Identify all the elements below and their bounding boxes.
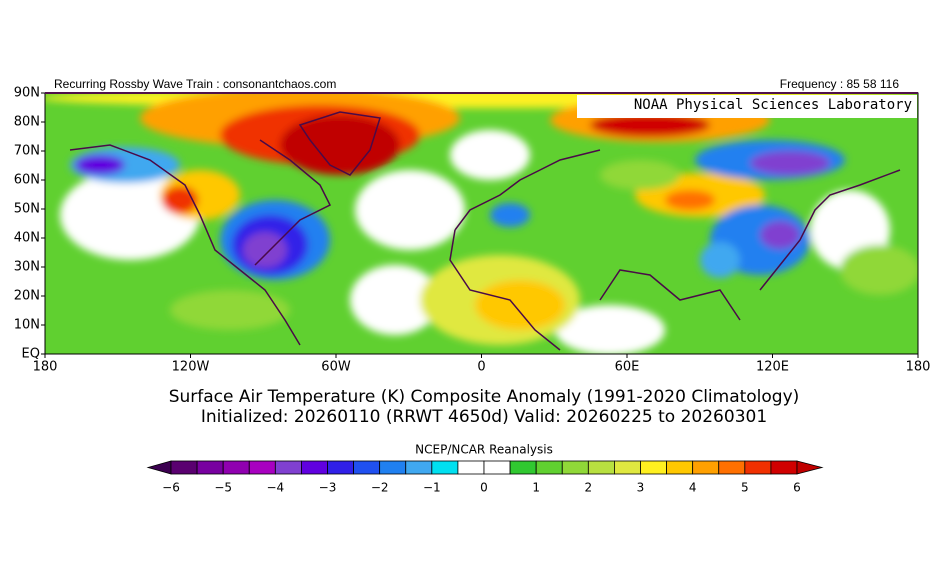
colorbar-label: −3 [319, 481, 337, 495]
colorbar-box [509, 460, 537, 475]
colorbar-box [587, 460, 615, 475]
colorbar-box [301, 460, 328, 475]
colorbar-box [561, 460, 589, 475]
anomaly-region [350, 265, 440, 335]
lon-label: 180 [33, 360, 58, 375]
colorbar-box [170, 460, 198, 475]
colorbar-label: 2 [585, 481, 593, 495]
lat-label: 80N [14, 115, 40, 130]
lon-label: 0 [477, 360, 485, 375]
colorbar-box [666, 460, 694, 475]
anomaly-region [75, 155, 125, 175]
lat-label: 60N [14, 173, 40, 188]
map-field [45, 93, 918, 354]
colorbar-box [692, 460, 720, 475]
anomaly-shading [45, 93, 918, 354]
anomaly-region [475, 280, 565, 330]
colorbar-box [353, 460, 381, 475]
anomaly-region [280, 115, 400, 175]
colorbar-label: 5 [741, 481, 749, 495]
lab-box [577, 95, 917, 118]
colorbar-box [457, 460, 485, 475]
colorbar-box [405, 460, 433, 475]
anomaly-region [600, 160, 680, 190]
lat-label: 10N [14, 318, 40, 333]
anomaly-region [450, 130, 530, 180]
colorbar-box [483, 460, 511, 475]
title-line-2: Initialized: 20260110 (RRWT 4650d) Valid… [201, 407, 767, 427]
colorbar-box [718, 460, 746, 475]
title-line-1: Surface Air Temperature (K) Composite An… [169, 387, 800, 407]
anomaly-region [590, 113, 710, 137]
lon-label: 120W [172, 360, 210, 375]
header-right: Frequency : 85 58 116 [780, 77, 900, 91]
anomaly-region [555, 305, 665, 354]
colorbar-box [248, 460, 276, 475]
colorbar-label: −5 [214, 481, 232, 495]
colorbar-label: 3 [637, 481, 645, 495]
lat-label: 40N [14, 231, 40, 246]
colorbar-end-high [796, 460, 824, 475]
colorbar-label: −4 [266, 481, 284, 495]
colorbar-label: −6 [162, 481, 180, 495]
lat-label: 20N [14, 289, 40, 304]
colorbar-box [196, 460, 224, 475]
coastline [254, 139, 332, 266]
lon-label: 180 [906, 360, 930, 375]
coastline [454, 149, 601, 231]
colorbar-label: 1 [532, 481, 540, 495]
colorbar-title: NCEP/NCAR Reanalysis [415, 443, 553, 457]
colorbar-label: 6 [793, 481, 801, 495]
colorbar-box [640, 460, 667, 475]
colorbar-box [274, 460, 302, 475]
coastline [449, 229, 561, 351]
lat-label: 30N [14, 260, 40, 275]
anomaly-region [700, 242, 740, 278]
coastline [69, 144, 301, 346]
colorbar-end-low [146, 460, 172, 475]
colorbar-box [327, 460, 354, 475]
lab-name: NOAA Physical Sciences Laboratory [634, 97, 912, 113]
anomaly-region [170, 290, 290, 330]
colorbar-label: −2 [371, 481, 389, 495]
lat-label: 70N [14, 144, 40, 159]
colorbar-label: −1 [423, 481, 441, 495]
colorbar-label: 0 [480, 481, 488, 495]
anomaly-region [760, 221, 800, 249]
colorbar-box [744, 460, 772, 475]
anomaly-region [840, 245, 918, 295]
anomaly-region [750, 151, 830, 175]
colorbar-box [222, 460, 250, 475]
lon-label: 60W [321, 360, 351, 375]
lat-label: 90N [14, 86, 40, 101]
colorbar-label: 4 [689, 481, 697, 495]
colorbar-box [535, 460, 563, 475]
header-left: Recurring Rossby Wave Train : consonantc… [54, 77, 336, 91]
lon-label: 120E [756, 360, 789, 375]
coastline [759, 169, 901, 291]
anomaly-region [243, 232, 287, 268]
anomaly-region [490, 203, 530, 227]
colorbar-box [770, 460, 798, 475]
colorbar-box [379, 460, 407, 475]
anomaly-region [355, 170, 465, 250]
anomaly-region [665, 190, 715, 210]
lat-label: EQ [22, 347, 40, 362]
colorbar-box [614, 460, 641, 475]
lat-label: 50N [14, 202, 40, 217]
colorbar-box [431, 460, 459, 475]
lon-label: 60E [615, 360, 640, 375]
colorbar: −6 −5 −4 −3 −2 −1 0 1 2 3 4 5 6 [146, 460, 824, 495]
coastline [599, 269, 741, 321]
coastline [298, 111, 381, 176]
